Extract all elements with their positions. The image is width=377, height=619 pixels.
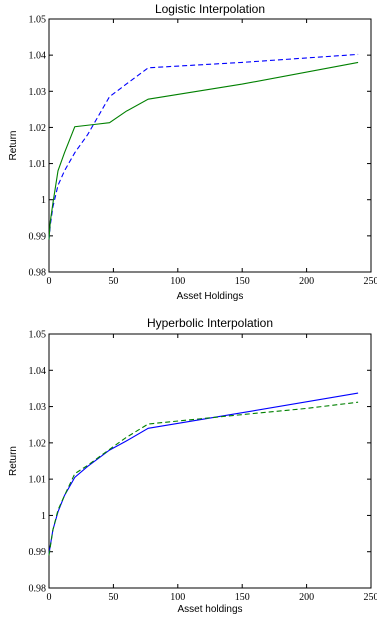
plot-frame [48,18,372,273]
x-tick-label: 0 [47,276,52,287]
series-line-2 [48,61,359,240]
y-tick-label: 0.98 [29,268,47,279]
plot-frame [48,333,372,589]
series-line-1 [48,392,359,554]
y-tick-label: 1.04 [29,366,47,377]
y-axis-label: Return [8,130,19,160]
y-tick-label: 1.01 [29,475,47,486]
x-tick-label: 100 [170,276,185,287]
y-tick-label: 1 [41,511,46,522]
y-tick-label: 0.99 [29,231,47,242]
x-tick-label: 200 [299,276,314,287]
chart-title: Hyperbolic Interpolation [147,316,273,330]
y-tick-label: 1.03 [29,87,47,98]
series-line-2 [48,401,359,556]
x-axis-label: Asset holdings [177,604,242,615]
chart-title: Logistic Interpolation [155,2,265,16]
x-tick-label: 150 [235,276,250,287]
chart-panel-2: 0 50 100 150 200 250 0.98 0.99 1 1.01 1.02 1.03 1.04… [8,316,377,615]
y-tick-label: 1 [41,195,46,206]
x-tick-label: 50 [108,592,118,603]
y-axis-label: Return [8,446,19,476]
y-tick-label: 1.02 [29,438,47,449]
chart-panel-1: 0 50 100 150 200 250 0.98 0.99 1 1.01 1.02 1.03 1.04… [8,2,377,302]
y-tick-label: 1.02 [29,123,47,134]
series-line-1 [48,53,359,240]
y-tick-label: 1.03 [29,402,47,413]
x-tick-label: 200 [299,592,314,603]
x-tick-label: 0 [47,592,52,603]
y-tick-label: 0.99 [29,547,47,558]
y-tick-label: 1.05 [29,330,47,341]
y-tick-label: 1.05 [29,15,47,26]
y-tick-label: 1.01 [29,159,47,170]
x-tick-label: 250 [364,592,377,603]
y-tick-label: 1.04 [29,51,47,62]
x-tick-label: 250 [364,276,377,287]
x-tick-label: 150 [235,592,250,603]
x-axis-label: Asset Holdings [177,291,244,302]
x-tick-label: 50 [108,276,118,287]
y-tick-label: 0.98 [29,584,47,595]
x-tick-label: 100 [170,592,185,603]
